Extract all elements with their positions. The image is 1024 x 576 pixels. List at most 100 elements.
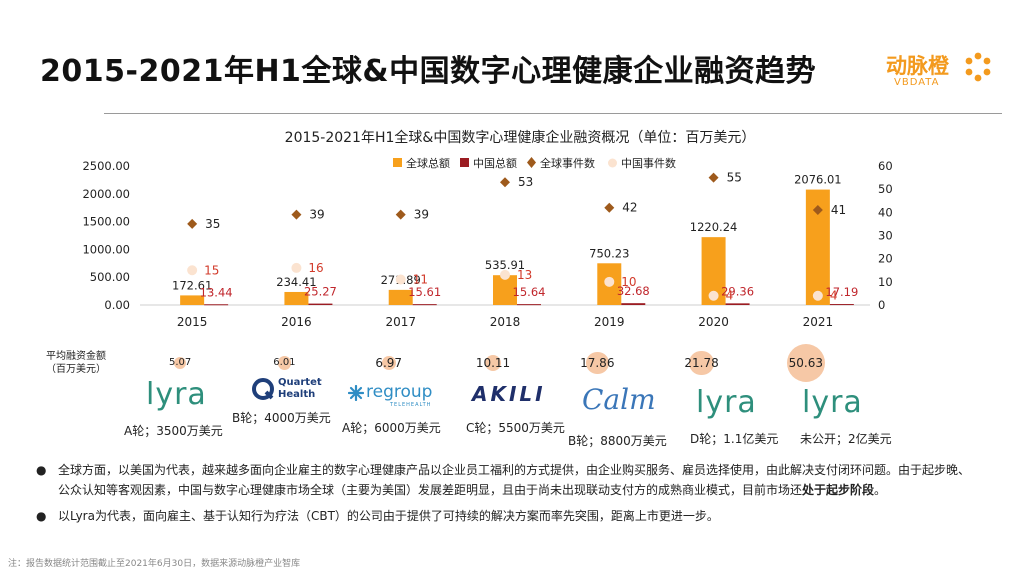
round-label-2021: 未公开；2亿美元 (800, 432, 892, 446)
x-tick-label: 2020 (698, 315, 729, 329)
bar-global-total (180, 295, 205, 305)
avg-funding-value: 10.11 (475, 355, 511, 370)
avg-funding-bubble (689, 350, 715, 376)
legend-swatch (527, 157, 536, 168)
calm-wordmark: Calm (582, 383, 656, 416)
bar-china-value-label: 13.44 (200, 285, 233, 299)
regroup-sub: TELEHEALTH (390, 402, 432, 408)
round-label-2018: C轮；5500万美元 (466, 421, 565, 435)
marker-global-events-label: 39 (309, 208, 324, 222)
legend-label: 全球总额 (406, 156, 450, 170)
avg-funding-bubble (484, 354, 502, 372)
round-label-2016: B轮；4000万美元 (232, 411, 331, 425)
marker-china-events (604, 276, 615, 287)
marker-global-events-label: 41 (831, 203, 846, 217)
bar-global-value-label: 535.91 (485, 258, 525, 272)
avg-funding-bubble (786, 344, 825, 382)
bullet-text: 全球方面，以美国为代表，越来越多面向企业雇主的数字心理健康产品以企业员工福利的方… (58, 463, 971, 497)
funding-chart: 全球总额 中国总额 全球事件数 中国事件数 2500.00 2000.00 15 0 0.00 1… (82, 156, 893, 329)
bar-global-value-label: 1220.24 (690, 220, 738, 234)
y-left-tick-label: 2500.00 (82, 159, 130, 173)
marker-global-events (500, 177, 510, 188)
marker-global-events-label: 42 (622, 201, 637, 215)
marker-global-events (812, 205, 823, 216)
x-tick-label: 2019 (594, 315, 625, 329)
bullet-dot-icon: ● (36, 463, 47, 477)
marker-global-events (604, 202, 615, 213)
bullet-end: 。 (874, 483, 887, 497)
marker-china-events-label: 4 (726, 289, 734, 303)
company-logo-quartet: Quartet Health (252, 376, 332, 406)
bar-global-value-label: 2076.01 (794, 173, 842, 187)
marker-china-events-label: 10 (621, 275, 636, 289)
bar-china-total (829, 304, 854, 306)
avg-funding-value: 5.07 (169, 356, 192, 368)
x-tick-label: 2015 (177, 315, 208, 329)
logo-text-cn: 动脉橙 (886, 54, 949, 78)
marker-global-events-label: 53 (518, 175, 533, 189)
x-tick-label: 2016 (281, 315, 312, 329)
chart-title: 2015-2021年H1全球&中国数字心理健康企业融资概况（单位：百万美元） (284, 130, 756, 146)
company-logo-lyra-2020: lyra (696, 386, 766, 422)
bar-global-total (493, 275, 517, 305)
marker-china-events-label: 13 (517, 268, 532, 282)
company-logo-lyra-2015: lyra (146, 378, 216, 414)
round-label-2019: B轮；8800万美元 (568, 434, 667, 448)
quartet-name-bottom: Health (278, 389, 316, 400)
bar-china-total (308, 303, 333, 305)
bullet-text: 以Lyra为代表，面向雇主、基于认知行为疗法（CBT）的公司由于提供了可持续的解… (58, 509, 719, 523)
marker-china-events (187, 265, 198, 276)
bar-china-value-label: 15.64 (513, 285, 546, 299)
lyra-wordmark: lyra (802, 385, 863, 420)
y-right-tick-label: 30 (878, 229, 893, 243)
marker-china-events-label: 15 (204, 263, 219, 277)
avg-funding-bubble (586, 351, 609, 375)
legend-swatch (393, 158, 402, 167)
marker-global-events-label: 39 (414, 208, 429, 222)
regroup-wordmark: regroup (366, 382, 433, 402)
bullet-dot-icon: ● (36, 509, 47, 523)
marker-global-events (708, 172, 719, 183)
bar-global-value-label: 172.61 (172, 278, 212, 292)
legend-label: 中国总额 (473, 156, 517, 170)
quartet-name-top: Quartet (278, 377, 322, 388)
y-right-tick-label: 0 (878, 298, 885, 312)
x-tick-label: 2021 (803, 315, 834, 329)
bar-global-value-label: 750.23 (589, 246, 629, 260)
avg-funding-value: 21.78 (684, 355, 719, 370)
y-left-tick-label: 0.00 (104, 298, 130, 312)
round-label-2017: A轮；6000万美元 (342, 421, 441, 435)
legend-swatch (608, 158, 617, 168)
logo-mark-icon (965, 52, 991, 82)
bar-china-total (412, 304, 437, 306)
bar-global-total (388, 289, 413, 305)
bar-china-total (725, 303, 750, 305)
quartet-icon (252, 378, 274, 400)
marker-china-events-label: 16 (308, 261, 323, 275)
legend-swatch (460, 158, 469, 167)
y-left-tick-label: 500.00 (90, 270, 130, 284)
company-logo-regroup: regroup TELEHEALTH (348, 382, 452, 408)
avg-funding-label-line1: 平均融资金额 (46, 351, 106, 362)
logo-text-en: VBDATA (894, 77, 940, 88)
avg-funding-value: 6.97 (375, 355, 403, 370)
avg-funding-bubble (174, 356, 187, 369)
y-left-tick-label: 2000.00 (82, 187, 130, 201)
bar-china-value-label: 17.19 (825, 285, 858, 299)
y-right-tick-label: 40 (878, 205, 893, 219)
bar-global-value-label: 234.41 (276, 275, 316, 289)
marker-global-events (291, 209, 302, 220)
avg-funding-value: 50.63 (788, 355, 824, 370)
marker-china-events-label: 11 (413, 273, 428, 287)
legend-label: 中国事件数 (621, 157, 676, 170)
brand-logo: 动脉橙 VBDATA (886, 50, 996, 94)
marker-global-events-label: 35 (205, 217, 220, 231)
bar-china-value-label: 15.61 (408, 285, 441, 299)
bar-global-total (284, 291, 309, 305)
bar-china-value-label: 29.36 (721, 284, 754, 298)
company-logo-akili: AKILI (472, 382, 556, 410)
avg-funding-label: 平均融资金额 （百万美元） (36, 350, 116, 376)
legend-label: 全球事件数 (540, 156, 595, 170)
marker-china-events (500, 269, 510, 280)
x-tick-label: 2017 (385, 315, 416, 329)
